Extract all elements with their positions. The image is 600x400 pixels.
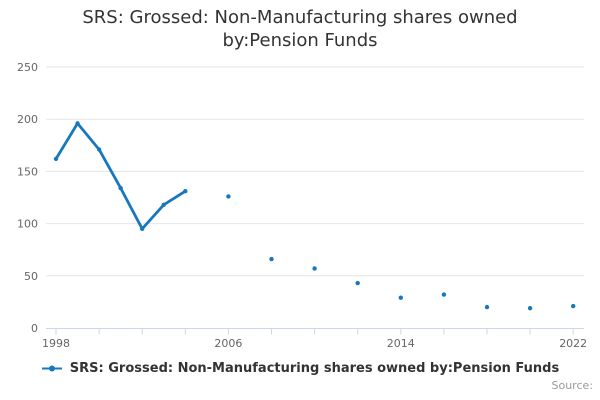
legend-dot [48,365,55,372]
data-point[interactable] [441,292,447,297]
legend: SRS: Grossed: Non-Manufacturing shares o… [0,361,600,376]
chart-title: SRS: Grossed: Non-Manufacturing shares o… [82,7,518,51]
x-tick-label: 2014 [387,337,415,350]
data-point[interactable] [484,304,490,310]
data-point[interactable] [571,303,576,309]
data-point[interactable] [118,185,123,191]
legend-marker-icon [41,364,63,373]
legend-item-label[interactable]: SRS: Grossed: Non-Manufacturing shares o… [69,361,560,376]
y-tick-label: 200 [17,113,38,126]
x-tick-label: 2006 [214,337,242,350]
data-point[interactable] [355,280,360,286]
data-point[interactable] [312,266,317,271]
y-tick-label: 100 [17,218,38,231]
data-point[interactable] [140,226,145,232]
data-point[interactable] [226,194,231,199]
y-tick-label: 150 [17,165,38,178]
data-point[interactable] [398,295,403,300]
data-point[interactable] [96,147,102,152]
data-point[interactable] [161,202,166,208]
source-credits-label: Source: [551,379,594,392]
data-point[interactable] [183,189,188,194]
y-tick-label: 0 [31,322,38,335]
series-line-segment [54,121,187,231]
x-tick-label: 1998 [42,337,70,350]
data-point[interactable] [527,305,533,311]
y-tick-label: 250 [17,61,38,74]
data-point[interactable] [75,121,80,126]
data-point[interactable] [53,156,59,162]
x-tick-label: 2022 [559,337,587,350]
data-point[interactable] [269,256,274,262]
y-tick-label: 50 [24,270,38,283]
